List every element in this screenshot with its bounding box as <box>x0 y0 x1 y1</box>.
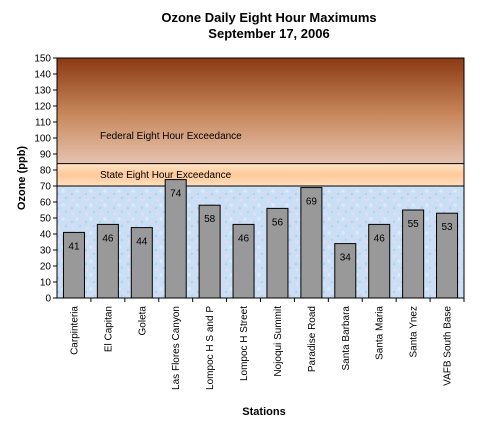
x-tick-label: Santa Barbara <box>341 306 352 371</box>
zone-state <box>57 163 464 186</box>
y-tick-label: 110 <box>35 118 51 129</box>
y-tick-label: 140 <box>34 70 51 81</box>
data-label: 53 <box>441 222 453 233</box>
data-label: 41 <box>68 241 80 252</box>
x-tick-label: El Capitan <box>103 306 114 352</box>
x-tick-label: Paradise Road <box>307 306 318 372</box>
data-label: 46 <box>102 233 114 244</box>
zone-label-federal: Federal Eight Hour Exceedance <box>100 131 242 142</box>
y-tick-label: 40 <box>40 230 52 241</box>
y-tick-label: 60 <box>40 198 52 209</box>
x-tick-label: Goleta <box>137 306 148 336</box>
data-label: 55 <box>408 219 420 230</box>
x-tick-label: Las Flores Canyon <box>171 306 182 390</box>
data-label: 74 <box>170 189 182 200</box>
x-tick-label: Santa Ynez <box>409 306 420 358</box>
y-tick-label: 80 <box>40 166 52 177</box>
chart-subtitle: September 17, 2006 <box>208 26 329 41</box>
x-tick-label: Santa Maria <box>375 306 386 360</box>
x-tick-label: Nojoqui Summit <box>273 306 284 377</box>
y-axis-label: Ozone (ppb) <box>16 146 28 210</box>
data-label: 46 <box>238 233 250 244</box>
data-label: 46 <box>374 233 386 244</box>
y-tick-label: 10 <box>40 278 52 289</box>
data-label: 58 <box>204 214 216 225</box>
y-tick-label: 70 <box>40 182 52 193</box>
y-tick-label: 130 <box>34 86 51 97</box>
y-tick-label: 90 <box>40 150 52 161</box>
y-tick-label: 100 <box>34 134 51 145</box>
x-tick-label: VAFB South Base <box>443 306 454 386</box>
x-tick-label: Lompoc H S and P <box>205 306 216 390</box>
data-label: 69 <box>306 197 318 208</box>
plot-area: Federal Eight Hour Exceedance State Eigh… <box>56 57 465 299</box>
data-label: 56 <box>272 217 284 228</box>
x-tick-label: Carpinteria <box>69 306 80 355</box>
plot-background <box>57 186 464 298</box>
data-label: 34 <box>340 253 352 264</box>
zone-federal <box>57 58 464 164</box>
chart-title: Ozone Daily Eight Hour Maximums <box>161 10 376 25</box>
y-tick-label: 0 <box>45 294 51 305</box>
y-tick-label: 120 <box>34 102 51 113</box>
y-tick-label: 30 <box>40 246 52 257</box>
x-axis: Carpinteria El Capitan Goleta Las Flores Ca… <box>69 298 465 390</box>
y-tick-label: 20 <box>40 262 52 273</box>
y-axis: 0 10 20 30 40 50 60 70 80 90 100 110 120 130 140 150 <box>34 54 57 305</box>
zone-label-state: State Eight Hour Exceedance <box>100 170 232 181</box>
y-tick-label: 150 <box>34 54 51 65</box>
data-label: 44 <box>136 237 148 248</box>
y-tick-label: 50 <box>40 214 52 225</box>
x-tick-label: Lompoc H Street <box>239 306 250 381</box>
x-axis-label: Stations <box>242 406 285 418</box>
